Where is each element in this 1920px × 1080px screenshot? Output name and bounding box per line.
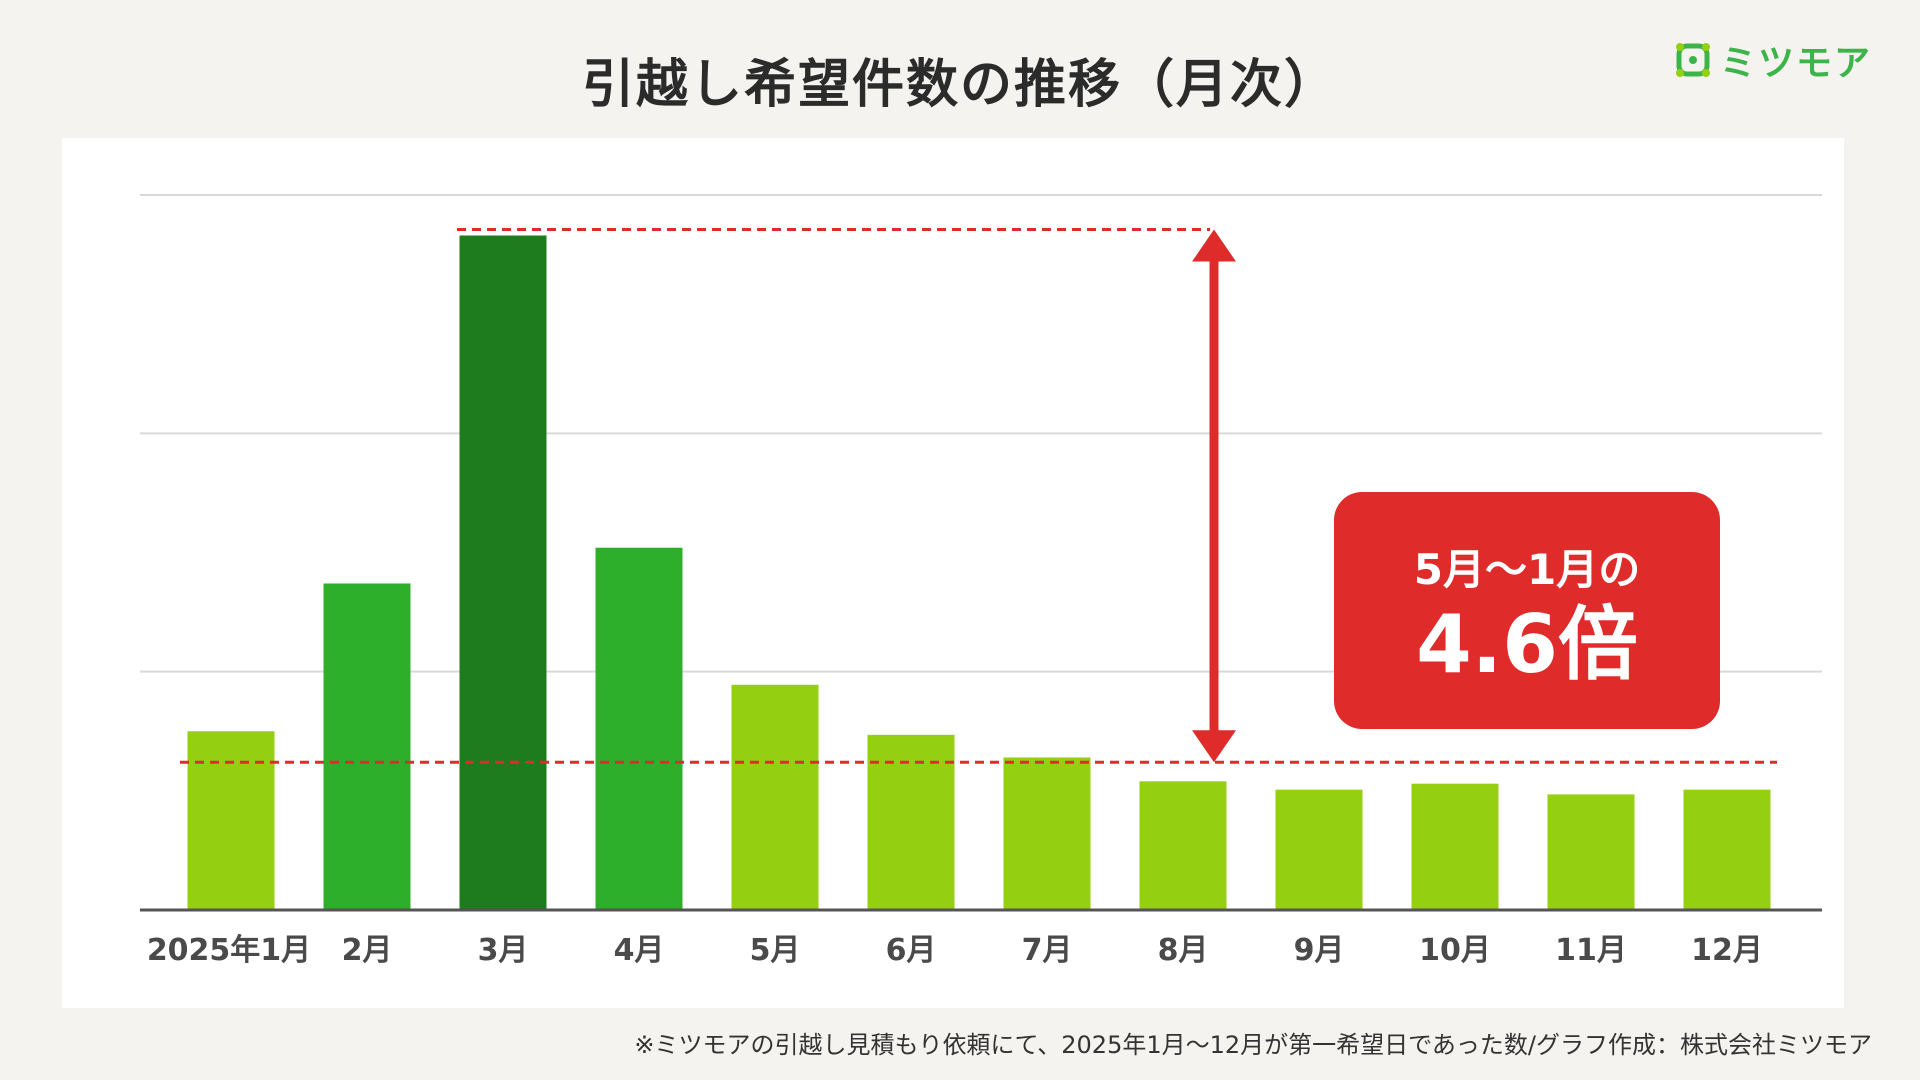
logo-text: ミツモア [1719, 43, 1872, 84]
x-tick-label-10: 10月 [1419, 933, 1491, 968]
x-tick-label-5: 5月 [750, 933, 801, 968]
logo: ミツモア [1674, 34, 1872, 86]
x-tick-label-4: 4月 [614, 933, 665, 968]
x-tick-label-12: 12月 [1691, 933, 1763, 968]
x-tick-label-1: 2025年1月 [147, 933, 311, 968]
bar-chart: 2025年1月 2月 3月 4月 5月 6月 7月 8月 9月 10月 11月 12月 [140, 194, 1822, 968]
x-tick-label-2: 2月 [342, 933, 393, 968]
footnote: ※ミツモアの引越し見積もり依頼にて、2025年1月〜12月が第一希望日であった数… [634, 1031, 1872, 1059]
bar-10 [1411, 783, 1499, 910]
x-tick-label-8: 8月 [1158, 933, 1209, 968]
x-tick-label-7: 7月 [1022, 933, 1073, 968]
x-tick-label-9: 9月 [1294, 933, 1345, 968]
chart-title: 引越し希望件数の推移（月次） [581, 55, 1338, 115]
ratio-arrow-head-down [1192, 730, 1236, 763]
x-tick-label-3: 3月 [478, 933, 529, 968]
bar-2 [323, 583, 411, 910]
ratio-callout: 5月〜1月の 4.6倍 [1334, 492, 1720, 729]
bar-1 [187, 731, 275, 910]
bar-3 [459, 235, 547, 910]
x-tick-label-11: 11月 [1555, 933, 1627, 968]
chart-panel: 2025年1月 2月 3月 4月 5月 6月 7月 8月 9月 10月 11月 12月 5月〜1月の … [62, 138, 1844, 1008]
callout-ratio: 4.6倍 [1416, 598, 1638, 691]
x-tick-label-6: 6月 [886, 933, 937, 968]
bar-11 [1547, 794, 1635, 910]
bar-6 [867, 734, 955, 910]
bar-5 [731, 684, 819, 910]
bar-12 [1683, 789, 1771, 910]
bar-9 [1275, 789, 1363, 910]
callout-caption: 5月〜1月の [1413, 545, 1641, 594]
bar-4 [595, 547, 683, 910]
ratio-arrow-head-up [1192, 229, 1236, 262]
bar-8 [1139, 781, 1227, 910]
mitsumoa-logo-icon [1675, 43, 1710, 77]
bar-7 [1003, 757, 1091, 910]
